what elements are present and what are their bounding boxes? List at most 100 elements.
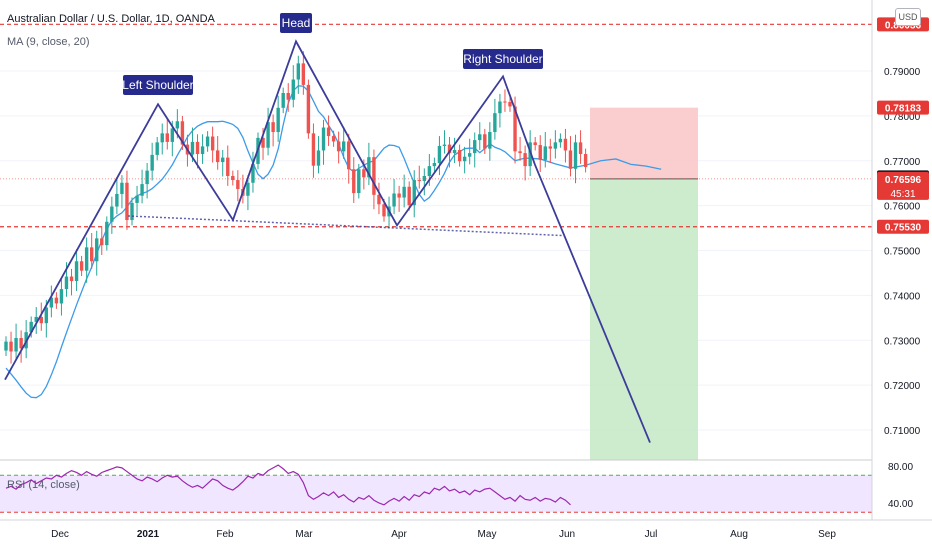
ma-indicator-label[interactable]: MA (9, close, 20) — [7, 36, 90, 48]
candle — [377, 182, 381, 215]
candle-body — [331, 136, 336, 142]
candle — [402, 174, 406, 208]
candle-body — [316, 150, 321, 166]
price-label: 0.75530 — [877, 219, 929, 234]
candle — [392, 179, 396, 215]
candle — [4, 336, 8, 356]
candle — [19, 330, 23, 363]
candle-body — [29, 321, 33, 333]
candle — [498, 93, 502, 128]
candle-body — [100, 238, 104, 246]
candle-body — [105, 221, 109, 246]
chart-background — [0, 70, 872, 460]
candle — [296, 55, 301, 94]
price-label-box — [877, 100, 929, 115]
candle — [543, 132, 547, 168]
candle — [467, 138, 472, 165]
candle-body — [407, 186, 411, 206]
candle-body — [437, 145, 442, 163]
candle-body — [271, 122, 275, 133]
candle-body — [503, 101, 507, 103]
candle-body — [195, 141, 200, 155]
candle-body — [412, 180, 416, 206]
candle-body — [543, 146, 547, 160]
candle-body — [281, 92, 285, 108]
candle-body — [301, 63, 306, 85]
candle-body — [19, 338, 23, 349]
candle-body — [457, 149, 462, 162]
candle — [331, 130, 336, 147]
time-tick-label: Apr — [391, 529, 407, 540]
candle-body — [291, 79, 295, 100]
candle — [306, 79, 311, 139]
candle — [553, 130, 558, 159]
candle-body — [261, 137, 265, 148]
candle-body — [190, 141, 195, 155]
candle — [205, 131, 210, 152]
candle-body — [538, 145, 542, 160]
candle — [155, 136, 159, 161]
candle — [518, 136, 522, 161]
candle-body — [210, 136, 215, 151]
candle-body — [548, 146, 553, 149]
rsi-line — [5, 464, 571, 506]
candle-body — [478, 134, 482, 141]
price-label: 0.76596 45:31 — [877, 171, 929, 200]
candle-body — [523, 153, 527, 167]
price-tick-label: 0.76000 — [884, 202, 921, 213]
candle-body — [95, 238, 99, 262]
pattern-polyline — [4, 39, 651, 443]
candle-body — [357, 169, 361, 194]
candle-body — [89, 247, 94, 262]
candle-body — [583, 154, 588, 168]
candle-body — [251, 163, 255, 183]
candle — [140, 169, 144, 204]
candle-body — [352, 169, 356, 194]
candle — [336, 131, 341, 164]
candle — [231, 170, 235, 186]
candle-body — [422, 176, 427, 181]
time-tick-label: Aug — [730, 529, 748, 540]
candle — [195, 134, 200, 169]
time-tick-label: Sep — [818, 529, 836, 540]
candle — [150, 142, 154, 181]
candle-body — [205, 136, 210, 147]
candle-body — [341, 141, 346, 152]
candle-body — [362, 169, 366, 178]
candle — [120, 175, 124, 209]
candle — [442, 130, 447, 154]
rsi-label: RSI (14, close) — [7, 479, 80, 491]
candle — [301, 51, 306, 95]
candle — [462, 146, 467, 174]
candle — [367, 142, 371, 185]
candle — [281, 87, 285, 114]
time-tick-label: Dec — [51, 529, 69, 540]
candle-body — [432, 162, 437, 167]
price-label-text: 0.75530 — [885, 223, 922, 234]
candle — [251, 151, 255, 193]
candle-body — [402, 186, 406, 198]
candle — [200, 134, 205, 164]
pattern-label-box — [280, 13, 312, 33]
pattern-label-text: Left Shoulder — [122, 78, 193, 92]
time-tick-label: 2021 — [137, 529, 160, 540]
candle — [357, 163, 361, 199]
candle — [95, 230, 99, 276]
candle-body — [553, 142, 558, 149]
candle-body — [125, 182, 129, 220]
pattern-label-text: Right Shoulder — [463, 52, 542, 66]
candle — [352, 157, 356, 203]
time-tick-label: Jul — [645, 529, 658, 540]
time-tick-label: Mar — [295, 529, 313, 540]
candle — [291, 65, 295, 108]
candle-body — [180, 121, 185, 145]
candle-body — [231, 176, 235, 181]
candle — [407, 181, 411, 211]
candle — [437, 136, 442, 176]
currency-button[interactable]: USD — [895, 8, 921, 26]
candle — [266, 107, 270, 156]
price-label-box — [877, 171, 929, 200]
candle-body — [14, 338, 18, 352]
